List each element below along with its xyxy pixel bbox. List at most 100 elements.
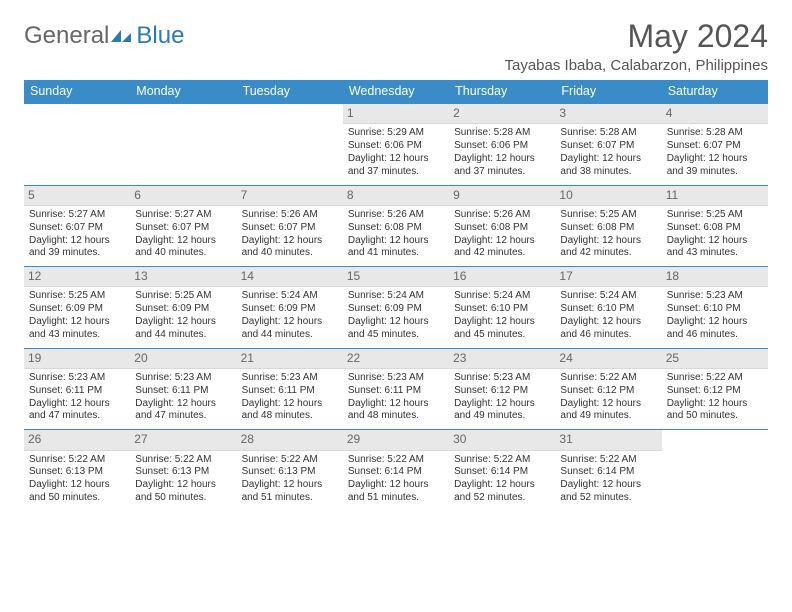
daylight-line: Daylight: 12 hours and 44 minutes. bbox=[242, 316, 338, 342]
daylight-line: Daylight: 12 hours and 42 minutes. bbox=[454, 235, 550, 261]
day-number: 22 bbox=[343, 349, 449, 369]
day-number: 7 bbox=[237, 186, 343, 206]
sunset-line: Sunset: 6:07 PM bbox=[29, 222, 125, 235]
sunset-line: Sunset: 6:07 PM bbox=[242, 222, 338, 235]
sunrise-line: Sunrise: 5:22 AM bbox=[454, 454, 550, 467]
calendar-day-cell: 12Sunrise: 5:25 AMSunset: 6:09 PMDayligh… bbox=[24, 267, 130, 349]
page-title: May 2024 bbox=[504, 18, 768, 55]
calendar-day-cell: 15Sunrise: 5:24 AMSunset: 6:09 PMDayligh… bbox=[343, 267, 449, 349]
day-number: 12 bbox=[24, 267, 130, 287]
title-block: May 2024 Tayabas Ibaba, Calabarzon, Phil… bbox=[504, 18, 768, 74]
calendar-table: SundayMondayTuesdayWednesdayThursdayFrid… bbox=[24, 80, 768, 511]
sunrise-line: Sunrise: 5:25 AM bbox=[560, 209, 656, 222]
daylight-line: Daylight: 12 hours and 43 minutes. bbox=[29, 316, 125, 342]
day-number: 8 bbox=[343, 186, 449, 206]
daylight-line: Daylight: 12 hours and 47 minutes. bbox=[135, 398, 231, 424]
daylight-line: Daylight: 12 hours and 42 minutes. bbox=[560, 235, 656, 261]
day-number: 21 bbox=[237, 349, 343, 369]
daylight-line: Daylight: 12 hours and 40 minutes. bbox=[242, 235, 338, 261]
calendar-day-cell: 5Sunrise: 5:27 AMSunset: 6:07 PMDaylight… bbox=[24, 185, 130, 267]
day-number: 1 bbox=[343, 104, 449, 124]
sunset-line: Sunset: 6:14 PM bbox=[454, 466, 550, 479]
calendar-day-cell: 6Sunrise: 5:27 AMSunset: 6:07 PMDaylight… bbox=[130, 185, 236, 267]
day-number: 5 bbox=[24, 186, 130, 206]
calendar-day-cell: 11Sunrise: 5:25 AMSunset: 6:08 PMDayligh… bbox=[662, 185, 768, 267]
weekday-header: Tuesday bbox=[237, 80, 343, 103]
sunrise-line: Sunrise: 5:24 AM bbox=[348, 290, 444, 303]
daylight-line: Daylight: 12 hours and 51 minutes. bbox=[242, 479, 338, 505]
day-number: 9 bbox=[449, 186, 555, 206]
sunset-line: Sunset: 6:13 PM bbox=[242, 466, 338, 479]
sunrise-line: Sunrise: 5:22 AM bbox=[348, 454, 444, 467]
daylight-line: Daylight: 12 hours and 37 minutes. bbox=[454, 153, 550, 179]
calendar-day-cell: 16Sunrise: 5:24 AMSunset: 6:10 PMDayligh… bbox=[449, 267, 555, 349]
sunrise-line: Sunrise: 5:22 AM bbox=[242, 454, 338, 467]
calendar-day-cell: 27Sunrise: 5:22 AMSunset: 6:13 PMDayligh… bbox=[130, 430, 236, 511]
sunset-line: Sunset: 6:13 PM bbox=[135, 466, 231, 479]
daylight-line: Daylight: 12 hours and 39 minutes. bbox=[667, 153, 763, 179]
calendar-week-row: 1 Sunrise: 5:29 AMSunset: 6:06 PM Daylight… bbox=[24, 103, 768, 185]
sunrise-line: Sunrise: 5:27 AM bbox=[135, 209, 231, 222]
day-number: 28 bbox=[237, 430, 343, 450]
sunrise-line: Sunrise: 5:26 AM bbox=[242, 209, 338, 222]
day-number: 29 bbox=[343, 430, 449, 450]
sunset-line: Sunset: 6:10 PM bbox=[454, 303, 550, 316]
day-number: 13 bbox=[130, 267, 236, 287]
calendar-day-cell: 25Sunrise: 5:22 AMSunset: 6:12 PMDayligh… bbox=[662, 348, 768, 430]
logo: General Blue bbox=[24, 22, 184, 50]
daylight-line: Daylight: 12 hours and 49 minutes. bbox=[454, 398, 550, 424]
calendar-day-cell: 20Sunrise: 5:23 AMSunset: 6:11 PMDayligh… bbox=[130, 348, 236, 430]
day-number: 15 bbox=[343, 267, 449, 287]
day-number: 16 bbox=[449, 267, 555, 287]
calendar-day-cell: 4Sunrise: 5:28 AMSunset: 6:07 PMDaylight… bbox=[662, 103, 768, 185]
sunset-line: Sunset: 6:08 PM bbox=[667, 222, 763, 235]
sunset-line: Sunset: 6:10 PM bbox=[667, 303, 763, 316]
day-number: 4 bbox=[662, 104, 768, 124]
calendar-day-cell: 21Sunrise: 5:23 AMSunset: 6:11 PMDayligh… bbox=[237, 348, 343, 430]
weekday-header: Saturday bbox=[662, 80, 768, 103]
sunrise-line: Sunrise: 5:22 AM bbox=[29, 454, 125, 467]
sunset-line: Sunset: 6:06 PM bbox=[348, 140, 444, 153]
sunrise-line: Sunrise: 5:28 AM bbox=[454, 127, 550, 140]
weekday-header: Sunday bbox=[24, 80, 130, 103]
daylight-line: Daylight: 12 hours and 43 minutes. bbox=[667, 235, 763, 261]
calendar-day-cell: 13Sunrise: 5:25 AMSunset: 6:09 PMDayligh… bbox=[130, 267, 236, 349]
sunrise-line: Sunrise: 5:28 AM bbox=[667, 127, 763, 140]
daylight-line: Daylight: 12 hours and 45 minutes. bbox=[348, 316, 444, 342]
day-number: 23 bbox=[449, 349, 555, 369]
sunrise-line: Sunrise: 5:28 AM bbox=[560, 127, 656, 140]
sunrise-line: Sunrise: 5:23 AM bbox=[454, 372, 550, 385]
sunset-line: Sunset: 6:08 PM bbox=[454, 222, 550, 235]
sunrise-line: Sunrise: 5:22 AM bbox=[560, 454, 656, 467]
sunrise-line: Sunrise: 5:29 AM bbox=[348, 127, 444, 140]
calendar-week-row: 19Sunrise: 5:23 AMSunset: 6:11 PMDayligh… bbox=[24, 348, 768, 430]
calendar-day-cell: 18Sunrise: 5:23 AMSunset: 6:10 PMDayligh… bbox=[662, 267, 768, 349]
sunset-line: Sunset: 6:12 PM bbox=[454, 385, 550, 398]
sunset-line: Sunset: 6:12 PM bbox=[560, 385, 656, 398]
location-subtitle: Tayabas Ibaba, Calabarzon, Philippines bbox=[504, 57, 768, 74]
weekday-header: Monday bbox=[130, 80, 236, 103]
day-number: 3 bbox=[555, 104, 661, 124]
calendar-day-cell: 31Sunrise: 5:22 AMSunset: 6:14 PMDayligh… bbox=[555, 430, 661, 511]
calendar-empty-cell bbox=[24, 103, 130, 185]
sunset-line: Sunset: 6:12 PM bbox=[667, 385, 763, 398]
calendar-day-cell: 8Sunrise: 5:26 AMSunset: 6:08 PMDaylight… bbox=[343, 185, 449, 267]
day-number: 31 bbox=[555, 430, 661, 450]
daylight-line: Daylight: 12 hours and 45 minutes. bbox=[454, 316, 550, 342]
sunset-line: Sunset: 6:07 PM bbox=[135, 222, 231, 235]
sunset-line: Sunset: 6:09 PM bbox=[29, 303, 125, 316]
calendar-day-cell: 30Sunrise: 5:22 AMSunset: 6:14 PMDayligh… bbox=[449, 430, 555, 511]
calendar-day-cell: 29Sunrise: 5:22 AMSunset: 6:14 PMDayligh… bbox=[343, 430, 449, 511]
sunset-line: Sunset: 6:08 PM bbox=[560, 222, 656, 235]
sunset-line: Sunset: 6:11 PM bbox=[29, 385, 125, 398]
day-number: 18 bbox=[662, 267, 768, 287]
header: General Blue May 2024 Tayabas Ibaba, Cal… bbox=[24, 18, 768, 74]
day-number: 14 bbox=[237, 267, 343, 287]
calendar-empty-cell bbox=[130, 103, 236, 185]
calendar-day-cell: 7 Sunrise: 5:26 AMSunset: 6:07 PMDaylight… bbox=[237, 185, 343, 267]
day-number: 24 bbox=[555, 349, 661, 369]
calendar-day-cell: 17Sunrise: 5:24 AMSunset: 6:10 PMDayligh… bbox=[555, 267, 661, 349]
day-number: 10 bbox=[555, 186, 661, 206]
sunrise-line: Sunrise: 5:22 AM bbox=[667, 372, 763, 385]
calendar-day-cell: 14Sunrise: 5:24 AMSunset: 6:09 PMDayligh… bbox=[237, 267, 343, 349]
